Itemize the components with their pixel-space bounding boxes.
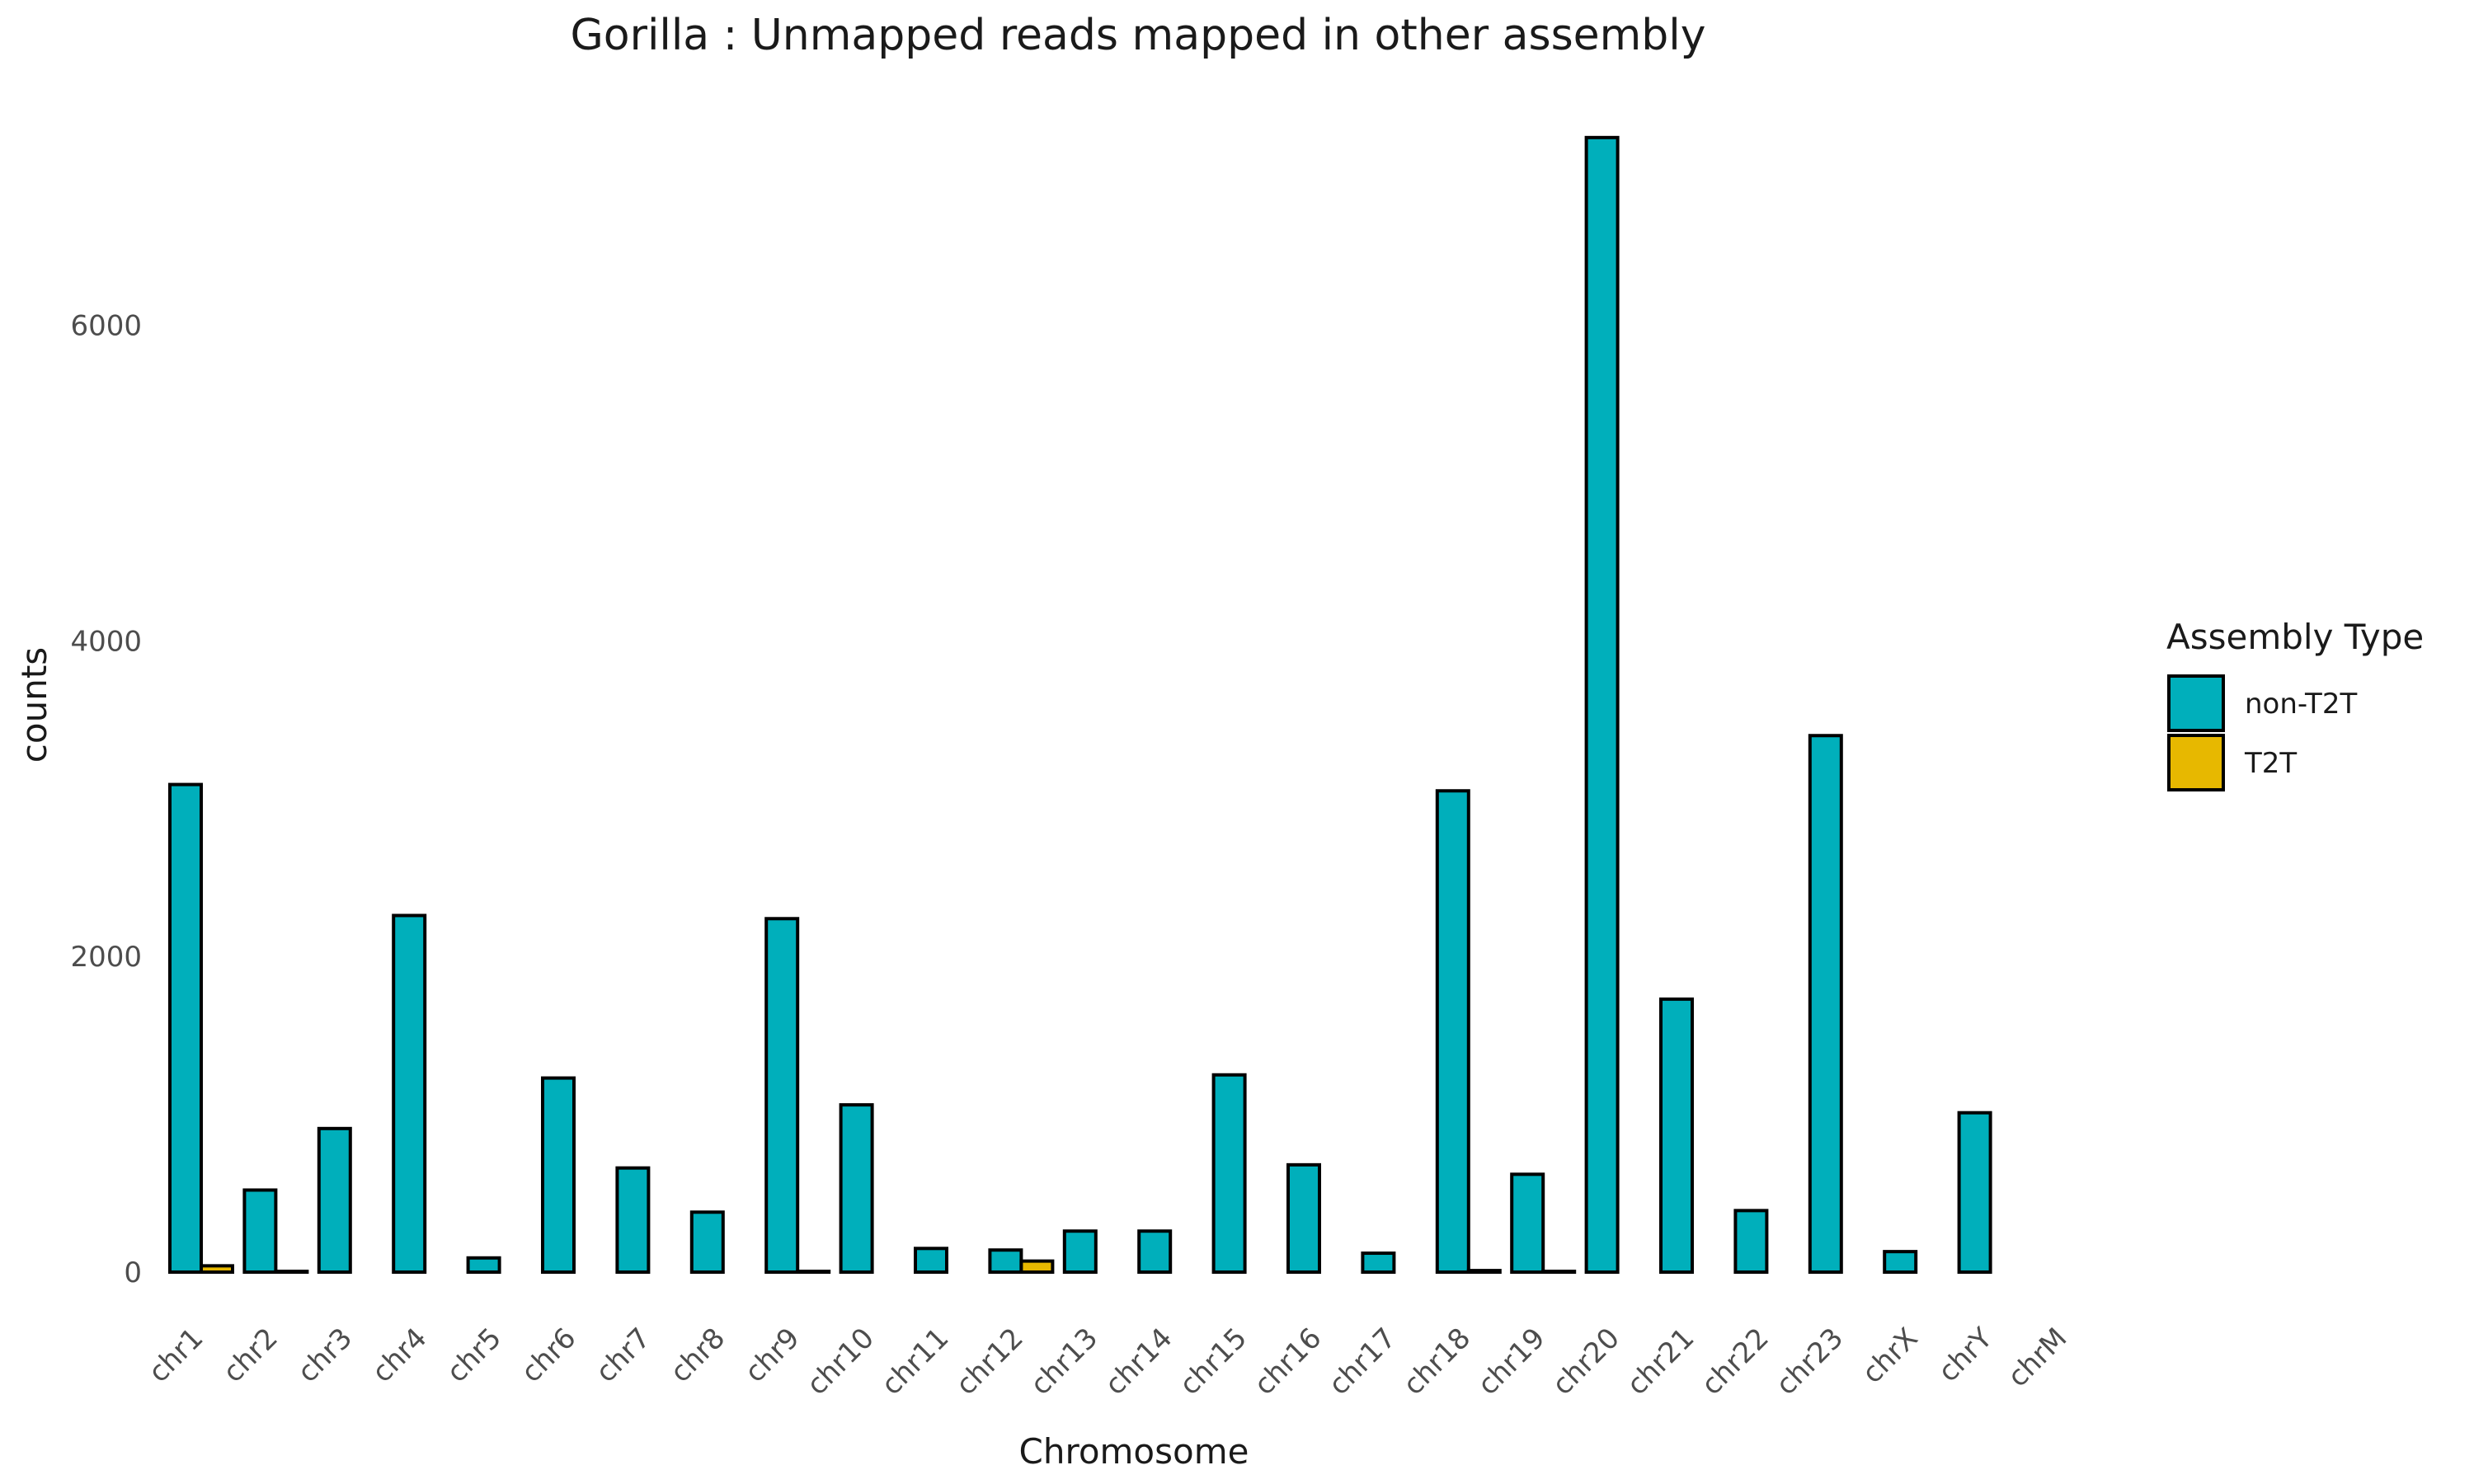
x-tick-label: chrM [2001, 1322, 2073, 1393]
y-tick-label: 2000 [70, 941, 142, 974]
bar-non-t2t-chr10 [839, 1103, 874, 1274]
bar-t2t-chr2 [274, 1270, 309, 1274]
x-tick-label: chr13 [1024, 1322, 1104, 1402]
legend-swatch-t2t [2167, 734, 2225, 791]
y-tick-label: 0 [124, 1256, 142, 1289]
bar-non-t2t-chr13 [1062, 1229, 1098, 1274]
x-tick-label: chr15 [1174, 1322, 1253, 1402]
x-tick-label: chr8 [664, 1322, 731, 1389]
legend-label-non-t2t: non-T2T [2245, 688, 2357, 721]
x-tick-label: chr19 [1471, 1322, 1551, 1402]
x-tick-label: chr18 [1397, 1322, 1477, 1402]
bar-non-t2t-chr3 [317, 1126, 352, 1275]
bar-non-t2t-chr20 [1584, 135, 1620, 1275]
x-tick-label: chr21 [1620, 1322, 1700, 1402]
x-tick-label: chr14 [1098, 1322, 1178, 1402]
x-tick-label: chr3 [291, 1322, 359, 1389]
y-tick-label: 4000 [70, 625, 142, 658]
bar-non-t2t-chrX [1883, 1250, 1918, 1275]
legend-swatch-non-t2t [2167, 674, 2225, 732]
bar-non-t2t-chr23 [1808, 734, 1843, 1274]
bar-t2t-chr19 [1541, 1270, 1577, 1274]
bar-non-t2t-chr21 [1659, 997, 1694, 1275]
legend-title: Assembly Type [2166, 617, 2424, 657]
x-axis: chr1 chr2 chr3 chr4 chr5 chr6 chr7 chr8 chr9chr1… [142, 1322, 2073, 1402]
x-tick-label: chr6 [515, 1322, 582, 1389]
x-tick-label: chr23 [1770, 1322, 1850, 1402]
bar-non-t2t-chr8 [689, 1210, 725, 1274]
x-tick-label: chr22 [1696, 1322, 1776, 1402]
bar-non-t2t-chr2 [242, 1188, 278, 1275]
bar-t2t-chr18 [1466, 1269, 1502, 1275]
bar-non-t2t-chr6 [541, 1076, 576, 1274]
bar-non-t2t-chr1 [168, 782, 203, 1274]
chart-title: Gorilla : Unmapped reads mapped in other… [570, 11, 1705, 60]
x-tick-label: chr4 [366, 1322, 434, 1389]
legend: Assembly Type non-T2T T2T [2166, 617, 2424, 791]
x-tick-label: chr17 [1323, 1322, 1403, 1402]
bar-t2t-chr12 [1019, 1259, 1055, 1275]
x-tick-label: chr16 [1248, 1322, 1328, 1402]
bar-t2t-chr1 [200, 1264, 234, 1274]
legend-label-t2t: T2T [2244, 747, 2297, 780]
bar-non-t2t-chr11 [914, 1247, 948, 1275]
bar-non-t2t-chr5 [466, 1256, 501, 1275]
x-tick-label: chr10 [801, 1322, 881, 1402]
x-tick-label: chrY [1932, 1322, 1999, 1388]
y-axis: 0 2000 4000 6000 [70, 310, 142, 1289]
bar-non-t2t-chr7 [615, 1166, 651, 1275]
x-tick-label: chr20 [1546, 1322, 1626, 1402]
x-tick-label: chr1 [142, 1322, 209, 1389]
bar-non-t2t-chrY [1957, 1111, 1992, 1275]
bar-non-t2t-chr12 [988, 1248, 1023, 1274]
x-tick-label: chr2 [217, 1322, 285, 1389]
x-axis-title: Chromosome [1019, 1431, 1249, 1472]
bar-non-t2t-chr15 [1211, 1073, 1247, 1274]
bar-non-t2t-chr22 [1733, 1209, 1769, 1274]
y-tick-label: 6000 [70, 310, 142, 343]
x-tick-label: chr12 [950, 1322, 1030, 1402]
bar-non-t2t-chr16 [1286, 1162, 1321, 1275]
bar-non-t2t-chr14 [1137, 1229, 1173, 1274]
plot-area [168, 135, 1992, 1275]
bar-t2t-chr9 [796, 1270, 831, 1274]
x-tick-label: chr9 [739, 1322, 807, 1389]
bar-non-t2t-chr18 [1435, 789, 1470, 1274]
bar-non-t2t-chr9 [764, 917, 800, 1275]
x-tick-label: chrX [1856, 1322, 1924, 1390]
x-tick-label: chr7 [590, 1322, 657, 1389]
y-axis-title: counts [14, 647, 54, 763]
bar-non-t2t-chr19 [1510, 1172, 1545, 1275]
bar-non-t2t-chr17 [1361, 1252, 1396, 1274]
bar-non-t2t-chr4 [392, 913, 427, 1275]
x-tick-label: chr5 [440, 1322, 508, 1389]
x-tick-label: chr11 [875, 1322, 955, 1402]
